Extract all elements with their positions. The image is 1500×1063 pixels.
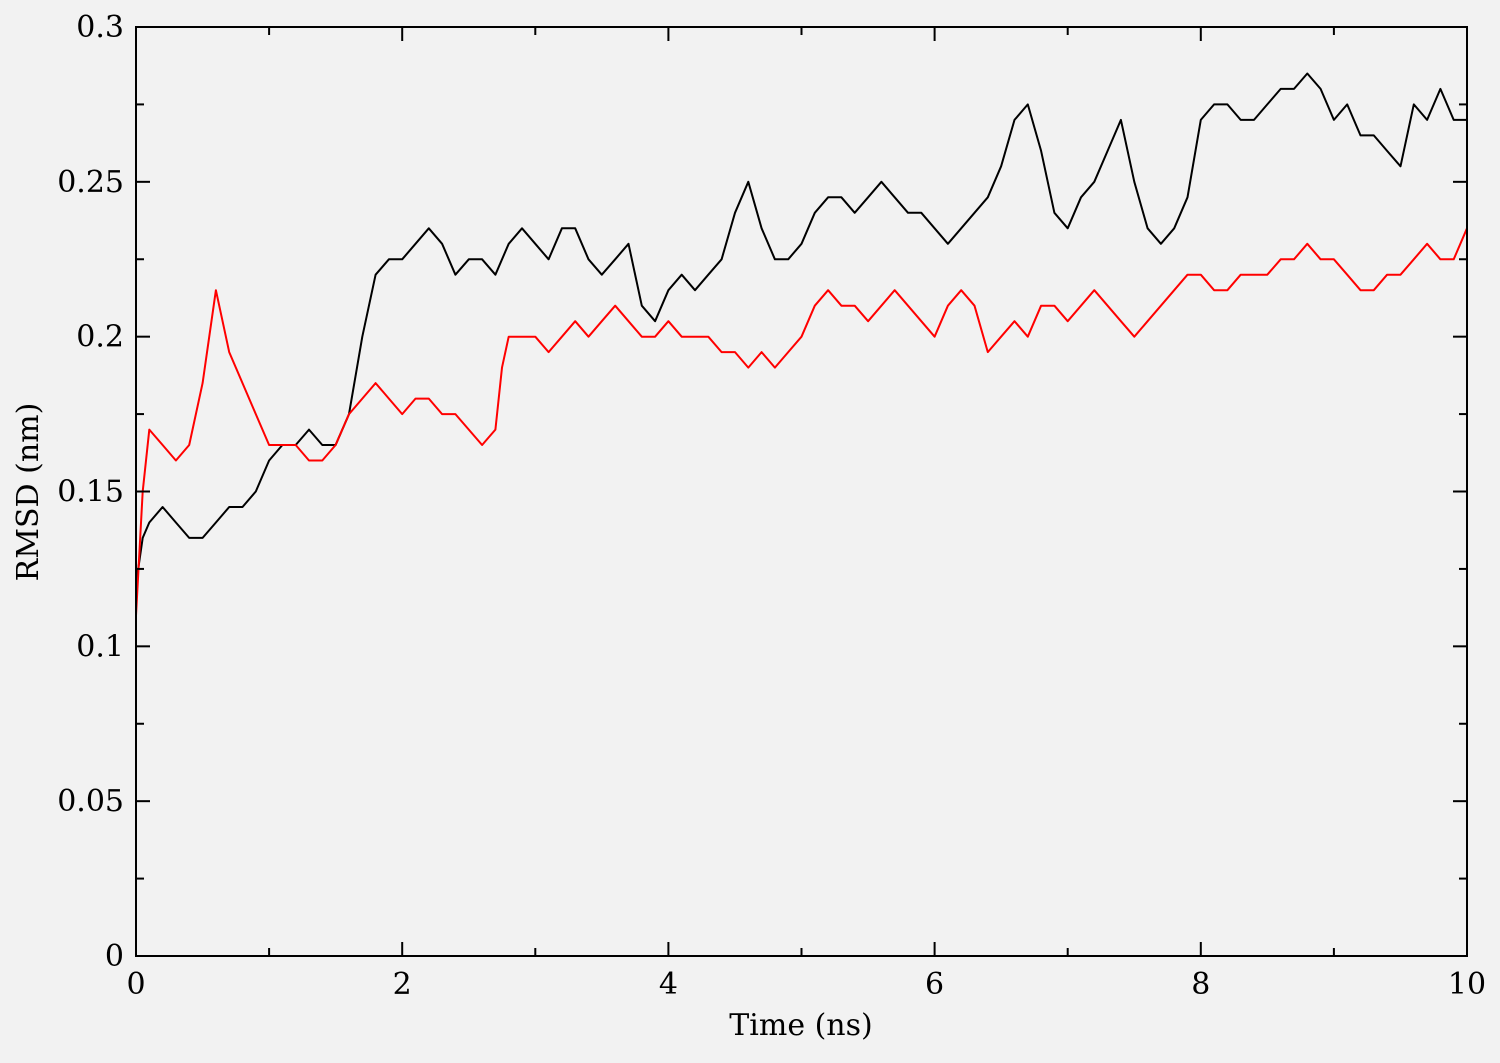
y-tick-label: 0.2 <box>76 320 124 355</box>
tick-layer: 0 2 4 6 8 10 0 0.05 0.1 0.15 0.2 0.25 0.3 <box>57 10 1486 1002</box>
y-tick-label: 0.3 <box>76 10 124 45</box>
y-tick-label: 0 <box>105 939 124 974</box>
x-axis-label: Time (ns) <box>729 1008 872 1043</box>
y-tick-label: 0.15 <box>57 475 124 510</box>
x-tick-label: 2 <box>393 967 412 1002</box>
y-axis-label: RMSD (nm) <box>11 403 46 582</box>
x-tick-label: 10 <box>1448 967 1486 1002</box>
x-tick-label: 4 <box>659 967 678 1002</box>
x-tick-label: 0 <box>126 967 145 1002</box>
y-tick-label: 0.25 <box>57 165 124 200</box>
x-tick-label: 6 <box>925 967 944 1002</box>
y-tick-label: 0.1 <box>76 629 124 664</box>
series-line-2 <box>135 227 1468 616</box>
plot-frame <box>135 26 1468 957</box>
x-tick-label: 8 <box>1191 967 1210 1002</box>
series-layer <box>135 72 1468 616</box>
y-tick-label: 0.05 <box>57 784 124 819</box>
plot-area <box>136 27 1467 956</box>
